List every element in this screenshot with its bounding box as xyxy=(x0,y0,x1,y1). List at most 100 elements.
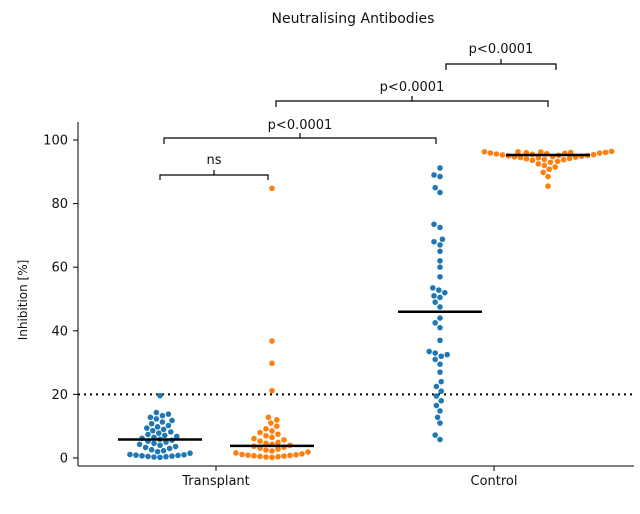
data-point xyxy=(157,392,163,399)
data-point xyxy=(432,350,439,356)
data-point xyxy=(147,414,154,421)
data-point xyxy=(257,438,263,444)
data-point xyxy=(438,378,445,385)
bracket-ns: ns xyxy=(159,153,269,180)
data-point xyxy=(159,419,166,425)
data-point xyxy=(269,185,275,192)
data-point xyxy=(437,361,443,367)
data-point xyxy=(275,453,281,460)
data-point xyxy=(433,383,440,390)
data-point xyxy=(165,411,172,417)
data-point xyxy=(265,414,272,421)
data-point xyxy=(269,434,275,441)
data-point xyxy=(437,420,443,426)
data-point xyxy=(299,451,305,457)
data-point xyxy=(274,423,280,430)
data-point xyxy=(274,417,280,423)
data-point xyxy=(245,452,251,458)
data-point xyxy=(432,184,439,191)
data-point xyxy=(281,437,287,443)
data-point xyxy=(257,453,263,460)
y-tick-label: 100 xyxy=(43,134,68,149)
data-point xyxy=(157,442,163,449)
data-point xyxy=(169,453,175,459)
data-point xyxy=(437,165,443,171)
data-point xyxy=(269,360,275,367)
data-point xyxy=(239,451,245,458)
data-point xyxy=(162,432,168,439)
data-point xyxy=(160,447,167,454)
data-point xyxy=(523,155,530,162)
data-point xyxy=(172,443,179,450)
data-point xyxy=(263,425,269,432)
data-point xyxy=(426,348,433,355)
data-point xyxy=(150,427,156,434)
x-axis: Transplant Control xyxy=(181,466,518,489)
data-point xyxy=(529,157,536,164)
data-point xyxy=(433,393,440,399)
data-point xyxy=(535,161,542,167)
data-point xyxy=(269,428,275,434)
data-point xyxy=(156,430,162,436)
data-point xyxy=(145,453,151,460)
data-point xyxy=(535,155,542,161)
data-point xyxy=(153,416,160,422)
data-point xyxy=(481,148,488,155)
data-point xyxy=(431,172,437,178)
data-point xyxy=(541,162,548,169)
median-lines xyxy=(118,153,590,448)
data-point xyxy=(275,446,281,452)
data-point xyxy=(148,420,155,427)
data-point xyxy=(437,324,443,331)
data-point xyxy=(148,446,155,453)
data-point xyxy=(144,425,150,431)
data-point xyxy=(437,369,443,375)
data-point xyxy=(538,149,544,155)
data-point xyxy=(433,402,440,409)
data-point xyxy=(174,433,180,440)
data-point xyxy=(437,273,443,280)
data-point xyxy=(439,236,446,243)
data-point xyxy=(166,445,173,452)
data-point xyxy=(275,431,281,437)
data-point xyxy=(151,440,157,447)
data-point xyxy=(187,450,193,457)
data-point xyxy=(293,452,299,458)
data-point xyxy=(233,450,239,456)
data-point xyxy=(175,452,181,459)
data-point xyxy=(437,304,443,310)
data-point xyxy=(432,432,439,438)
data-point xyxy=(431,221,437,228)
data-point xyxy=(145,431,151,438)
data-point xyxy=(545,183,551,189)
data-point xyxy=(596,150,603,156)
data-point xyxy=(139,452,145,459)
data-point xyxy=(251,452,257,459)
data-point xyxy=(566,155,573,162)
data-point xyxy=(437,189,443,196)
data-point xyxy=(437,258,443,264)
data-point xyxy=(546,166,552,173)
data-point xyxy=(159,412,166,419)
data-point xyxy=(499,152,506,158)
data-point xyxy=(437,337,443,344)
data-point xyxy=(438,397,445,404)
data-point xyxy=(127,451,133,458)
data-point xyxy=(438,388,445,395)
bracket-label-3: p<0.0001 xyxy=(469,42,534,57)
bracket-label-2: p<0.0001 xyxy=(380,80,445,95)
data-point xyxy=(269,338,275,344)
data-point xyxy=(133,452,139,458)
data-point xyxy=(547,159,554,166)
data-point xyxy=(431,293,437,299)
data-point xyxy=(153,409,160,416)
chart-title: Neutralising Antibodies xyxy=(272,11,435,27)
data-point xyxy=(560,156,567,163)
data-points xyxy=(127,148,615,461)
data-point xyxy=(263,447,269,453)
data-point xyxy=(165,422,172,429)
data-point xyxy=(608,148,615,155)
data-point xyxy=(142,444,149,451)
data-point xyxy=(602,149,609,156)
